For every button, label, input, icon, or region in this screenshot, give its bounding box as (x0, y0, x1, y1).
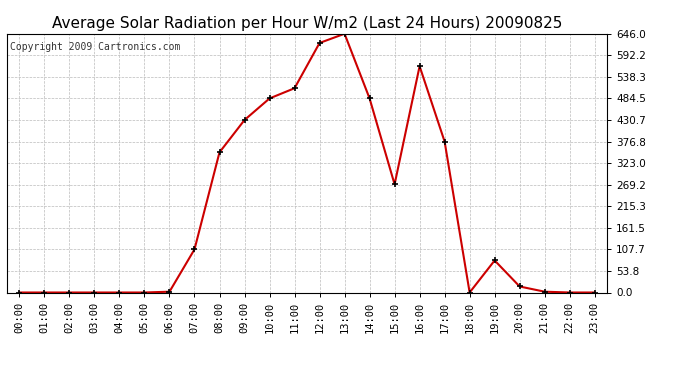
Text: Copyright 2009 Cartronics.com: Copyright 2009 Cartronics.com (10, 42, 180, 51)
Title: Average Solar Radiation per Hour W/m2 (Last 24 Hours) 20090825: Average Solar Radiation per Hour W/m2 (L… (52, 16, 562, 31)
